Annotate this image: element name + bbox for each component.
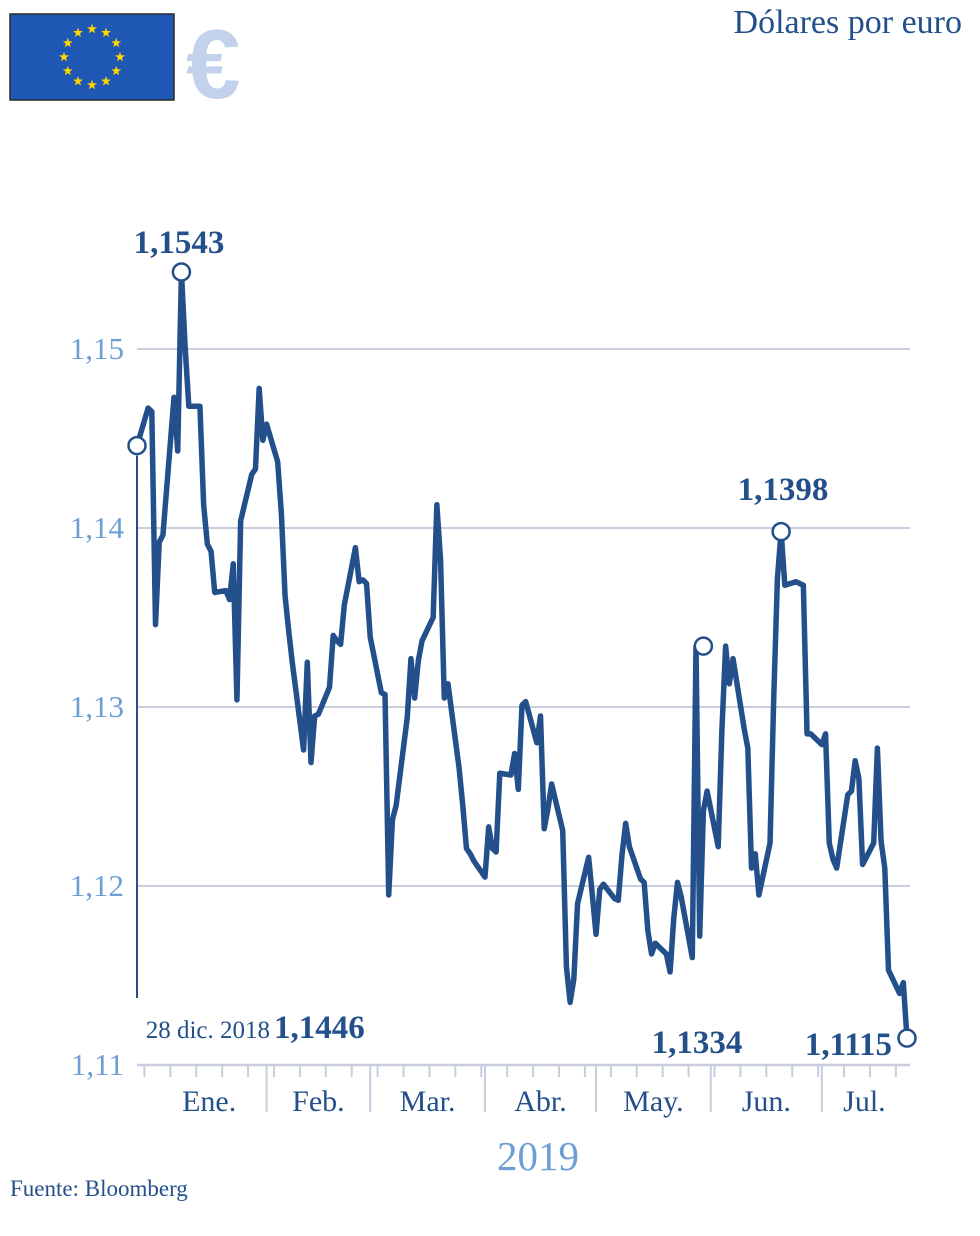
flag-star (73, 27, 83, 37)
x-axis: Ene. Feb. Mar. Abr. May. Jun. Jul. (136, 455, 910, 1118)
flag-star (111, 65, 122, 76)
x-axis-title: 2019 (497, 1133, 579, 1179)
y-tick-label: 1,15 (70, 331, 124, 366)
month-label: Abr. (514, 1085, 567, 1118)
flag-star (87, 79, 97, 90)
unit-label: Dólares por euro (733, 4, 962, 41)
flag-star (62, 37, 73, 48)
flag-star (73, 76, 83, 86)
value-label: 1,1334 (652, 1025, 743, 1061)
value-label: 1,1446 (274, 1010, 365, 1046)
flag-star (87, 23, 97, 34)
flag-star (101, 27, 111, 37)
point-marker (771, 521, 791, 542)
point-marker (127, 435, 147, 456)
flag-star (115, 51, 125, 62)
flag-star (101, 76, 111, 86)
flag-stars (59, 23, 125, 90)
y-tick-label: 1,12 (70, 868, 124, 903)
flag-star (62, 65, 73, 76)
start-date-label: 28 dic. 2018 (146, 1017, 270, 1044)
annotations: 28 dic. 2018 1,1446 1,1543 1,1334 1,1398 1,11… (127, 225, 917, 1063)
source-note: Fuente: Bloomberg (10, 1176, 188, 1201)
month-label: Feb. (292, 1085, 345, 1118)
value-label: 1,1543 (134, 225, 225, 261)
point-marker (897, 1028, 917, 1048)
series-line (134, 269, 910, 1041)
euro-symbol-icon: € (186, 9, 241, 119)
month-label: Jul. (843, 1085, 886, 1118)
chart-grid (137, 348, 910, 887)
flag-star (111, 37, 122, 48)
month-label: Jun. (742, 1085, 791, 1118)
y-tick-label: 1,13 (70, 689, 124, 724)
month-label: Mar. (400, 1085, 456, 1118)
point-marker (171, 262, 192, 282)
y-tick-label: 1,14 (70, 510, 125, 545)
month-label: Ene. (182, 1085, 236, 1118)
point-marker (693, 636, 714, 656)
value-label: 1,1398 (738, 472, 829, 508)
value-label: 1,1115 (805, 1027, 892, 1063)
y-tick-label: 1,11 (71, 1047, 124, 1082)
month-label: May. (623, 1085, 684, 1118)
eu-flag-icon (9, 13, 175, 101)
y-axis: 1,11 1,12 1,13 1,14 1,15 (70, 331, 125, 1082)
flag-star (59, 51, 69, 62)
